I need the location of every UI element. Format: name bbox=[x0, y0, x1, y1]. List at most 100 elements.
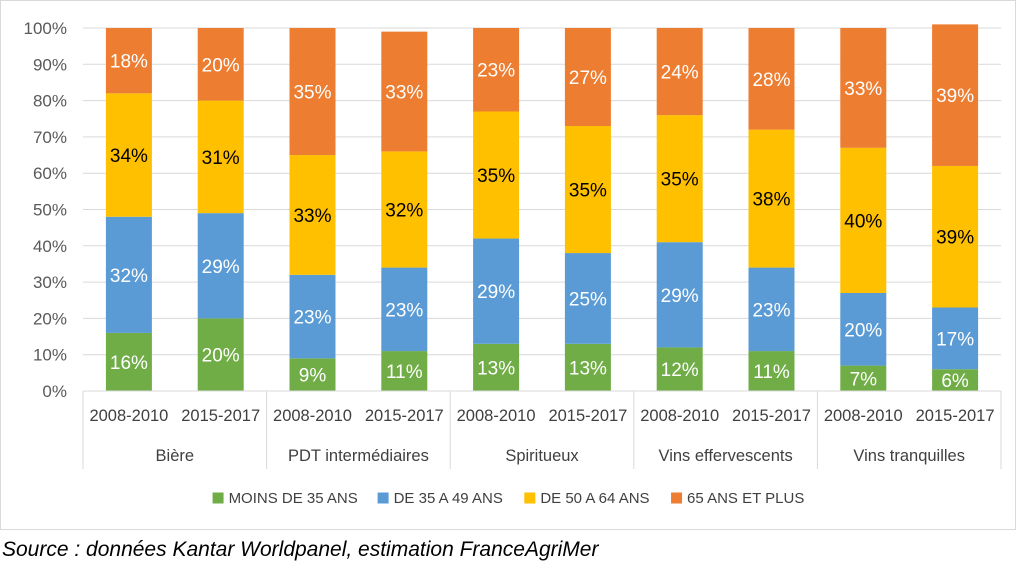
bar-segment bbox=[840, 365, 887, 391]
bar-segment bbox=[748, 351, 795, 391]
legend-swatch bbox=[671, 492, 683, 504]
y-tick-label: 100% bbox=[24, 19, 67, 38]
data-label: 28% bbox=[752, 70, 790, 91]
bar-segment bbox=[105, 93, 152, 217]
period-label: 2015-2017 bbox=[916, 407, 995, 425]
period-label: 2015-2017 bbox=[732, 407, 811, 425]
bar-segment bbox=[105, 28, 152, 94]
data-label: 35% bbox=[293, 83, 331, 104]
period-label: 2015-2017 bbox=[181, 407, 260, 425]
data-label: 35% bbox=[477, 166, 515, 187]
y-tick-label: 70% bbox=[33, 128, 67, 147]
legend-swatch bbox=[524, 492, 536, 504]
data-label: 20% bbox=[844, 320, 882, 341]
bar-segment bbox=[656, 242, 703, 348]
data-label: 16% bbox=[110, 353, 148, 374]
bar-segment bbox=[564, 253, 611, 344]
bar-segment bbox=[381, 267, 428, 352]
data-label: 6% bbox=[941, 371, 969, 392]
legend-swatch bbox=[377, 492, 389, 504]
bar-segment bbox=[748, 267, 795, 352]
period-label: 2015-2017 bbox=[365, 407, 444, 425]
data-label: 24% bbox=[661, 63, 699, 84]
bar-segment bbox=[289, 155, 336, 275]
group-label: Spiritueux bbox=[505, 447, 579, 465]
period-label: 2008-2010 bbox=[457, 407, 536, 425]
data-label: 29% bbox=[202, 257, 240, 278]
bar-segment bbox=[840, 292, 887, 366]
period-label: 2008-2010 bbox=[273, 407, 352, 425]
legend-label: DE 35 A 49 ANS bbox=[394, 490, 503, 507]
data-label: 23% bbox=[477, 61, 515, 82]
data-label: 20% bbox=[202, 346, 240, 367]
bar-segment bbox=[473, 28, 520, 112]
bar-segment bbox=[197, 318, 244, 391]
bar-segment bbox=[289, 358, 336, 391]
y-tick-label: 50% bbox=[33, 201, 67, 220]
bar-segment bbox=[105, 216, 152, 333]
source-caption: Source : données Kantar Worldpanel, esti… bbox=[2, 538, 599, 561]
bar-segment bbox=[473, 111, 520, 239]
data-label: 27% bbox=[569, 68, 607, 89]
data-label: 32% bbox=[385, 201, 423, 222]
bar-segment bbox=[381, 351, 428, 391]
y-tick-label: 0% bbox=[42, 382, 67, 401]
bar-segment bbox=[473, 238, 520, 344]
data-label: 33% bbox=[844, 79, 882, 100]
bar-segment bbox=[656, 28, 703, 116]
bar-segment bbox=[840, 147, 887, 293]
data-label: 32% bbox=[110, 266, 148, 287]
bar-segment bbox=[473, 343, 520, 391]
data-label: 35% bbox=[661, 170, 699, 191]
period-label: 2015-2017 bbox=[548, 407, 627, 425]
bar-segment bbox=[197, 28, 244, 101]
data-label: 25% bbox=[569, 289, 607, 310]
bar-segment bbox=[748, 129, 795, 268]
data-label: 40% bbox=[844, 211, 882, 232]
y-tick-label: 30% bbox=[33, 273, 67, 292]
data-label: 23% bbox=[752, 300, 790, 321]
y-tick-label: 20% bbox=[33, 309, 67, 328]
y-tick-label: 80% bbox=[33, 92, 67, 111]
data-label: 13% bbox=[477, 358, 515, 379]
bar-segment bbox=[564, 126, 611, 254]
bar-segment bbox=[564, 28, 611, 127]
group-label: PDT intermédiaires bbox=[288, 447, 429, 465]
data-label: 23% bbox=[293, 308, 331, 329]
axes: 0% 10% 20% 30% 40% 50% 60% 70% 80% 90% 100% 2008-20… bbox=[24, 19, 1002, 469]
data-label: 13% bbox=[569, 358, 607, 379]
legend: MOINS DE 35 ANS DE 35 A 49 ANS DE 50 A 64 … bbox=[212, 490, 804, 507]
data-label: 39% bbox=[936, 228, 974, 249]
data-label: 23% bbox=[385, 300, 423, 321]
bar-segment bbox=[932, 369, 979, 391]
bar-segment bbox=[932, 24, 979, 166]
bar-segment bbox=[656, 115, 703, 243]
period-label: 2008-2010 bbox=[89, 407, 168, 425]
stacked-bar-chart: 16% 32% 34% 18% 20% 29% 31% 20% 9% 23% 33% 35% 11% 23… bbox=[24, 19, 1002, 507]
data-label: 29% bbox=[661, 286, 699, 307]
group-label: Vins effervescents bbox=[658, 447, 792, 465]
data-label: 7% bbox=[850, 369, 878, 390]
data-label: 29% bbox=[477, 282, 515, 303]
legend-swatch bbox=[212, 492, 224, 504]
bar-segment bbox=[932, 307, 979, 370]
data-label: 20% bbox=[202, 55, 240, 76]
period-label: 2008-2010 bbox=[824, 407, 903, 425]
data-label: 11% bbox=[386, 362, 423, 383]
bar-segment bbox=[932, 165, 979, 308]
bar-segment bbox=[381, 151, 428, 268]
bar-segment bbox=[381, 31, 428, 152]
bar-segment bbox=[748, 28, 795, 130]
bar-segment bbox=[656, 347, 703, 391]
data-label: 38% bbox=[752, 190, 790, 211]
chart-frame: 16% 32% 34% 18% 20% 29% 31% 20% 9% 23% 33% 35% 11% 23… bbox=[0, 0, 1016, 530]
bar-segment bbox=[564, 343, 611, 391]
legend-label: 65 ANS ET PLUS bbox=[687, 490, 804, 507]
data-label: 17% bbox=[936, 329, 974, 350]
data-label: 9% bbox=[299, 366, 327, 387]
y-tick-label: 60% bbox=[33, 164, 67, 183]
data-label: 33% bbox=[385, 83, 423, 104]
bar-segment bbox=[197, 100, 244, 214]
data-label: 34% bbox=[110, 146, 148, 167]
data-label: 39% bbox=[936, 86, 974, 107]
